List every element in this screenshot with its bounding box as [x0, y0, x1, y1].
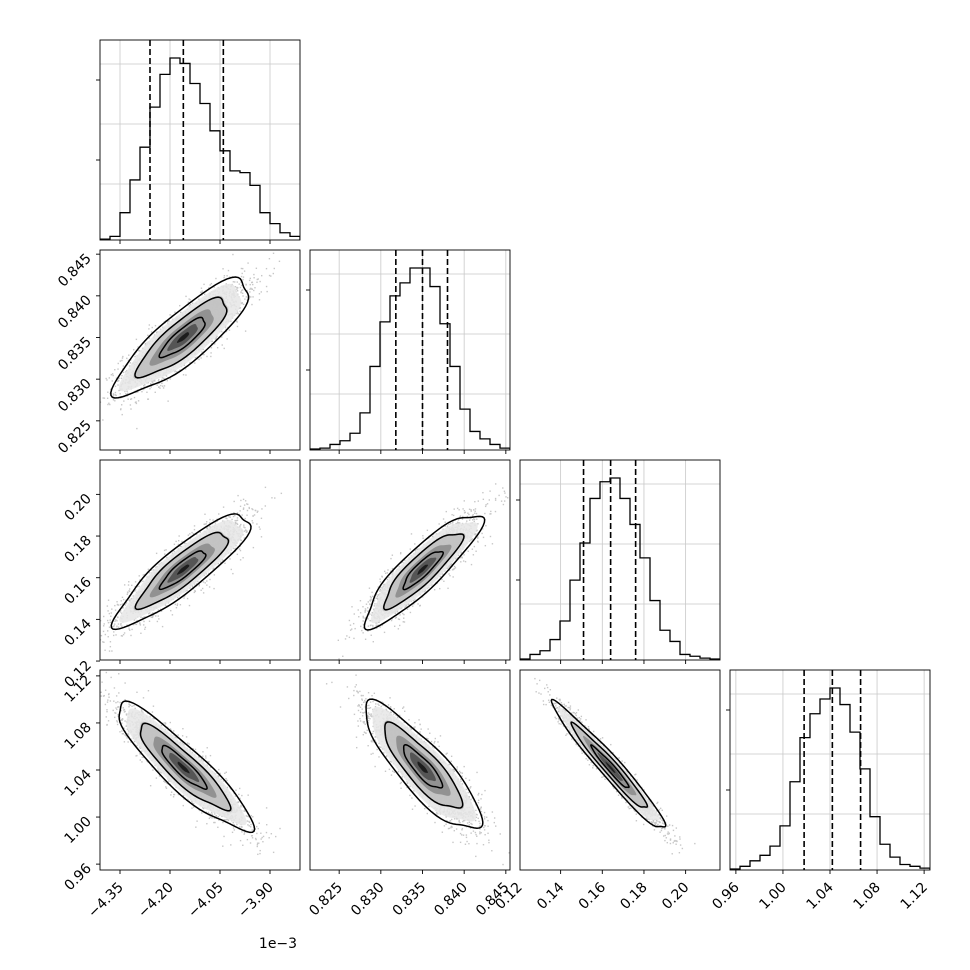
scatter-panel-3-1: [325, 674, 510, 866]
y-tick-label: 0.840: [55, 292, 95, 332]
x-tick-label: −4.20: [135, 880, 177, 922]
contour-line-0: [550, 698, 667, 828]
y-tick-label: 0.18: [61, 533, 94, 566]
x-tick-label: 0.830: [348, 880, 388, 920]
contour-line-1: [134, 531, 230, 611]
density-fill-4: [605, 761, 616, 773]
panel-frame: [519, 459, 721, 661]
contour-line-0: [110, 276, 250, 399]
x-tick-label: 0.14: [534, 879, 567, 912]
histogram-step-3: [730, 687, 930, 870]
y-tick-label: 0.830: [55, 376, 95, 416]
contour-line-2: [161, 744, 208, 790]
x-tick-label: 1.08: [851, 880, 884, 913]
y-tick-label: 0.835: [55, 334, 95, 374]
scatter-panel-1-0: [100, 252, 281, 430]
panel-frame: [99, 459, 301, 661]
x-tick-label: 0.835: [390, 880, 430, 920]
histogram-panel-2: [520, 460, 720, 660]
y-tick-label: 0.14: [61, 616, 94, 649]
panel-frame: [309, 669, 511, 871]
x-tick-label: 0.16: [576, 879, 609, 912]
contour-line-2: [158, 550, 207, 591]
panel-frame: [519, 669, 721, 871]
histogram-panel-0: [100, 40, 300, 240]
histogram-step-0: [100, 57, 300, 240]
y-tick-label: 1.04: [61, 766, 94, 799]
contour-line-1: [134, 296, 228, 379]
scatter-panel-3-2: [534, 677, 696, 855]
y-tick-label: 0.845: [55, 251, 95, 291]
panel-frame: [309, 249, 511, 451]
x-tick-label: 0.18: [617, 880, 650, 913]
x-tick-label: −3.90: [235, 880, 277, 922]
contour-line-0: [118, 700, 256, 834]
panel-frame: [309, 459, 511, 661]
contour-line-0: [365, 698, 484, 829]
x-tick-label: 0.840: [431, 880, 471, 920]
histogram-step-2: [520, 477, 720, 660]
contour-line-0: [110, 513, 252, 631]
x-tick-label: 1.12: [898, 880, 931, 913]
y-tick-label: 0.96: [61, 861, 94, 894]
panel-frame: [99, 39, 301, 241]
y-tick-label: 0.16: [61, 574, 94, 607]
density-fill-4: [417, 761, 428, 774]
scatter-panel-2-1: [337, 483, 509, 660]
x-tick-label: 1.00: [756, 880, 789, 913]
scatter-panel-3-0: [100, 671, 281, 856]
x-tick-label: 0.96: [709, 879, 742, 912]
histogram-panel-1: [310, 250, 510, 450]
y-tick-label: 0.20: [61, 491, 94, 524]
contour-line-2: [158, 316, 206, 359]
y-tick-label: 0.825: [55, 417, 95, 457]
x-tick-label: 0.825: [306, 880, 346, 920]
density-fill-4: [176, 332, 190, 343]
density-fill-4: [417, 564, 429, 575]
histogram-step-1: [310, 267, 510, 450]
x-tick-label: −4.05: [185, 880, 227, 922]
y-tick-label: 1.00: [61, 814, 94, 847]
axis-offset-label: 1e−3: [259, 936, 297, 952]
y-tick-label: 1.08: [61, 719, 94, 752]
contour-line-2: [590, 744, 630, 789]
contour-line-1: [139, 722, 232, 812]
contour-line-1: [383, 533, 465, 611]
density-fill-4: [177, 761, 190, 774]
density-fill-4: [176, 564, 190, 575]
panel-frame: [99, 249, 301, 451]
contour-line-2: [402, 744, 444, 789]
contour-line-1: [384, 721, 464, 809]
x-tick-label: 0.20: [659, 880, 692, 913]
contour-line-0: [363, 515, 486, 631]
histogram-panel-3: [730, 670, 930, 870]
x-tick-label: −4.35: [85, 880, 127, 922]
contour-line-1: [570, 721, 649, 808]
contour-line-2: [402, 550, 444, 591]
scatter-panel-2-0: [100, 486, 283, 652]
x-tick-label: 1.04: [803, 879, 836, 912]
